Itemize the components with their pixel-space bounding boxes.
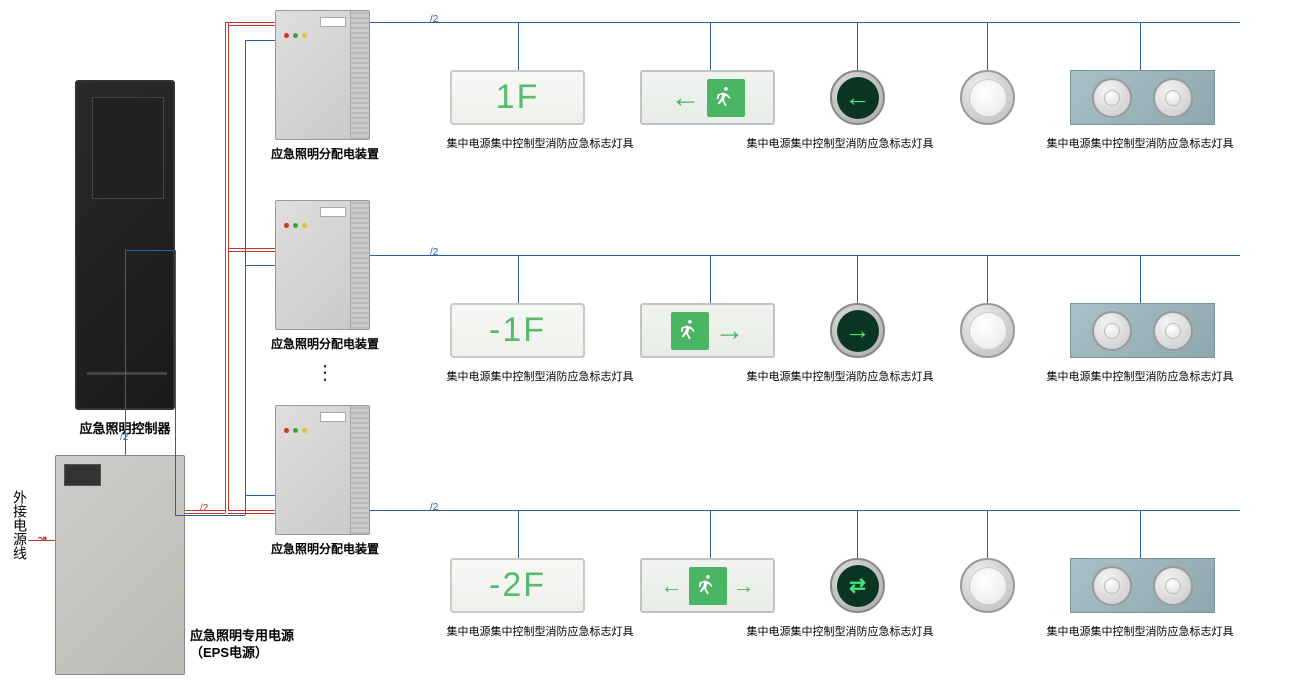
bus-2 xyxy=(370,510,1240,511)
drop-1-4 xyxy=(1140,255,1141,303)
twin-panel-0 xyxy=(1070,70,1215,125)
dev-label-0-2: 集中电源集中控制型消防应急标志灯具 xyxy=(1040,135,1240,151)
dist-cabinet-1 xyxy=(275,200,370,330)
arrow-both-icon: ⇄ xyxy=(837,565,879,607)
bus-slash-0: /2 xyxy=(430,14,438,25)
power-trunk-v2 xyxy=(228,22,229,510)
drop-2-4 xyxy=(1140,510,1141,558)
dist-cabinet-2 xyxy=(275,405,370,535)
drop-1-0 xyxy=(518,255,519,303)
ceiling-light-2 xyxy=(960,558,1015,613)
eps-label-2: （EPS电源） xyxy=(190,642,340,661)
power-trunk-v xyxy=(225,22,226,513)
external-power-label: 外接电源线 xyxy=(10,490,30,560)
arrow-right-icon: → xyxy=(837,310,879,352)
signal-branch-0 xyxy=(245,40,277,41)
dev-label-2-1: 集中电源集中控制型消防应急标志灯具 xyxy=(740,623,940,639)
dev-label-0-0: 集中电源集中控制型消防应急标志灯具 xyxy=(440,135,640,151)
arrow-left-icon: ← xyxy=(837,77,879,119)
signal-h-bottom xyxy=(175,515,245,516)
running-man-icon xyxy=(689,567,727,605)
power-branch-0b xyxy=(228,25,277,26)
exit-arrow-left-icon: ← xyxy=(671,81,701,115)
ceiling-light-1 xyxy=(960,303,1015,358)
drop-0-3 xyxy=(987,22,988,70)
dev-label-2-0: 集中电源集中控制型消防应急标志灯具 xyxy=(440,623,640,639)
signal-h-ctrl xyxy=(125,250,175,251)
twin-panel-1 xyxy=(1070,303,1215,358)
ceiling-light-0 xyxy=(960,70,1015,125)
exit-arrow-right-icon: → xyxy=(733,573,755,599)
external-power-slash: ↝ xyxy=(38,533,46,544)
power-slash-1: /2 xyxy=(200,503,208,514)
bus-0 xyxy=(370,22,1240,23)
eps-cabinet xyxy=(55,455,185,675)
power-branch-2b xyxy=(228,513,277,514)
power-branch-1a xyxy=(228,248,277,249)
twin-panel-2 xyxy=(1070,558,1215,613)
power-branch-2a xyxy=(228,510,277,511)
exit-sign-2: ← → xyxy=(640,558,775,613)
drop-0-4 xyxy=(1140,22,1141,70)
dist-cabinet-0 xyxy=(275,10,370,140)
drop-1-1 xyxy=(710,255,711,303)
running-man-icon xyxy=(671,312,709,350)
signal-v-ctrl xyxy=(125,250,126,455)
dev-label-0-1: 集中电源集中控制型消防应急标志灯具 xyxy=(740,135,940,151)
drop-0-1 xyxy=(710,22,711,70)
dist-label-1: 应急照明分配电装置 xyxy=(260,335,390,352)
dist-label-2: 应急照明分配电装置 xyxy=(260,540,390,557)
drop-2-0 xyxy=(518,510,519,558)
drop-0-0 xyxy=(518,22,519,70)
dev-label-1-0: 集中电源集中控制型消防应急标志灯具 xyxy=(440,368,640,384)
dist-label-0: 应急照明分配电装置 xyxy=(260,145,390,162)
bus-slash-2: /2 xyxy=(430,502,438,513)
signal-branch-2 xyxy=(245,495,277,496)
round-indicator-1: → xyxy=(830,303,885,358)
power-branch-1b xyxy=(228,251,277,252)
bus-slash-1: /2 xyxy=(430,247,438,258)
signal-trunk-v xyxy=(245,40,246,515)
round-indicator-2: ⇄ xyxy=(830,558,885,613)
dev-label-1-1: 集中电源集中控制型消防应急标志灯具 xyxy=(740,368,940,384)
running-man-icon xyxy=(707,79,745,117)
drop-1-3 xyxy=(987,255,988,303)
dev-label-1-2: 集中电源集中控制型消防应急标志灯具 xyxy=(1040,368,1240,384)
drop-0-2 xyxy=(857,22,858,70)
drop-2-3 xyxy=(987,510,988,558)
floor-sign-2: -2F xyxy=(450,558,585,613)
floor-sign-0: 1F xyxy=(450,70,585,125)
signal-branch-1 xyxy=(245,265,277,266)
round-indicator-0: ← xyxy=(830,70,885,125)
exit-arrow-left-icon: ← xyxy=(661,573,683,599)
drop-2-1 xyxy=(710,510,711,558)
ellipsis-dots: ⋮ xyxy=(315,368,333,378)
drop-1-2 xyxy=(857,255,858,303)
exit-arrow-right-icon: → xyxy=(715,314,745,348)
exit-sign-1: → xyxy=(640,303,775,358)
dev-label-2-2: 集中电源集中控制型消防应急标志灯具 xyxy=(1040,623,1240,639)
drop-2-2 xyxy=(857,510,858,558)
floor-sign-1: -1F xyxy=(450,303,585,358)
bus-1 xyxy=(370,255,1240,256)
power-branch-0a xyxy=(225,22,277,23)
signal-trunk-v-left xyxy=(175,250,176,515)
exit-sign-0: ← xyxy=(640,70,775,125)
